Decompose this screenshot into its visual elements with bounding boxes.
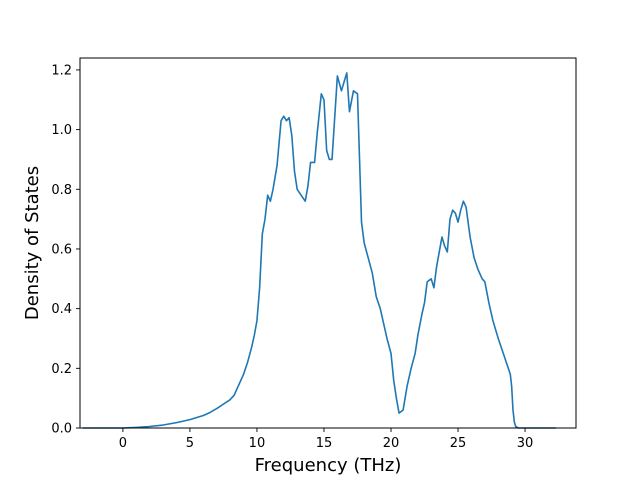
x-tick-label: 15 [316, 436, 333, 451]
x-tick-label: 0 [119, 436, 127, 451]
x-axis-ticks: 0 5 10 15 20 25 30 [119, 428, 534, 451]
x-tick-label: 25 [450, 436, 467, 451]
x-tick-label: 30 [517, 436, 534, 451]
y-axis-ticks: 0.0 0.2 0.4 0.6 0.8 1.0 1.2 [51, 63, 80, 437]
plot-background [80, 58, 576, 428]
y-tick-label: 1.2 [51, 63, 72, 78]
series-layer [82, 72, 556, 429]
y-tick-label: 0.8 [51, 183, 72, 198]
plot-frame [79, 57, 577, 429]
x-tick-label: 5 [186, 436, 194, 451]
y-tick-label: 0.6 [51, 242, 72, 257]
y-axis-label: Density of States [22, 166, 43, 320]
y-tick-label: 0.2 [51, 362, 72, 377]
y-tick-label: 0.4 [51, 302, 72, 317]
dos-series-line-0 [82, 72, 556, 429]
y-tick-label: 1.0 [51, 123, 72, 138]
y-tick-label: 0.0 [51, 422, 72, 437]
x-tick-label: 20 [383, 436, 400, 451]
x-axis-label: Frequency (THz) [255, 455, 402, 476]
x-tick-label: 10 [249, 436, 266, 451]
